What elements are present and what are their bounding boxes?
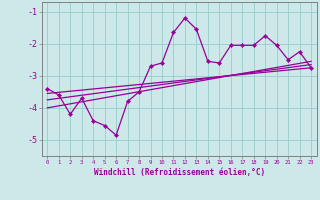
X-axis label: Windchill (Refroidissement éolien,°C): Windchill (Refroidissement éolien,°C) [94,168,265,177]
